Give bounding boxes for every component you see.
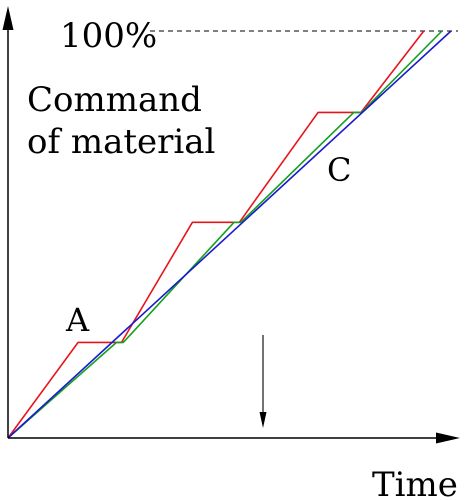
y-axis-label-line1: Command	[27, 80, 202, 120]
time-marker-arrowhead	[259, 412, 267, 428]
x-axis-arrowhead	[436, 432, 460, 444]
curves-group	[7, 30, 452, 439]
max-level-label: 100%	[60, 16, 157, 56]
y-axis-label-line2: of material	[27, 122, 215, 162]
y-axis-arrowhead	[2, 6, 14, 30]
blue-curve	[7, 30, 452, 439]
x-axis-label: Time	[372, 465, 458, 500]
point-a-label: A	[65, 301, 90, 339]
point-c-label: C	[327, 151, 351, 189]
green-curve	[7, 30, 443, 439]
